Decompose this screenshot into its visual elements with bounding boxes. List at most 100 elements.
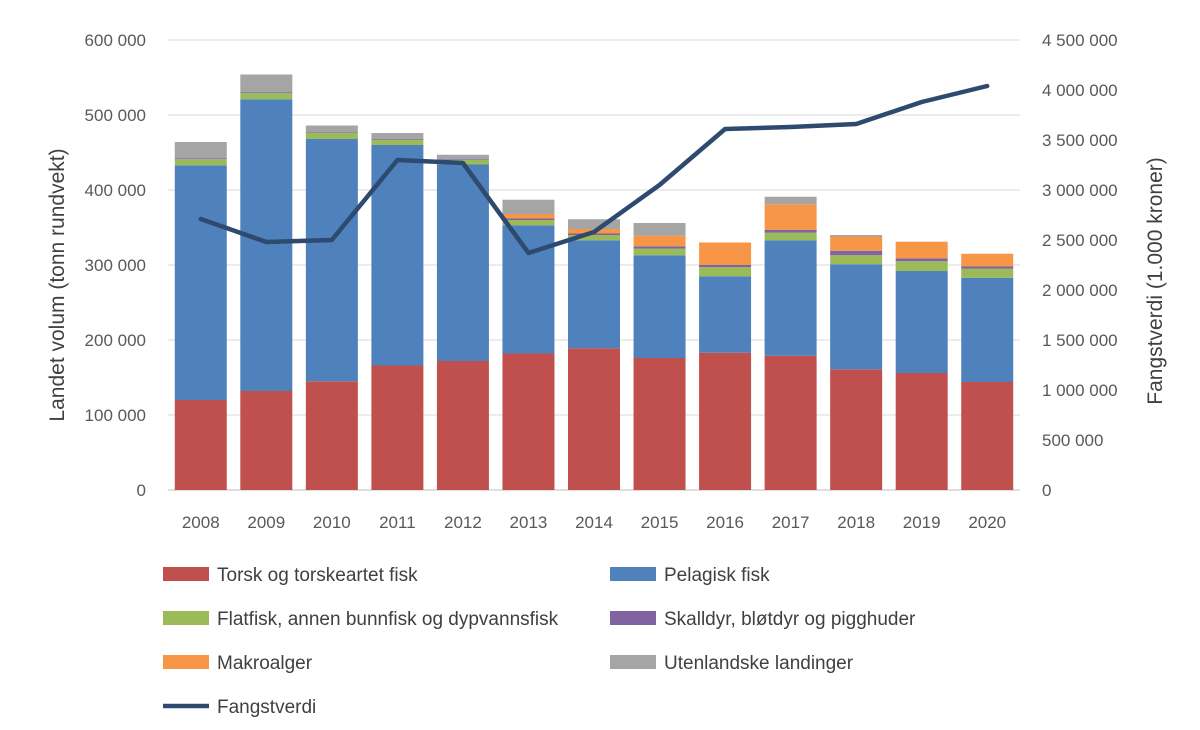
bar-torsk-og-torskeartet-fisk-2020	[961, 382, 1014, 490]
legend: Torsk og torskeartet fisk Pelagisk fisk Fl…	[163, 565, 916, 718]
bar-torsk-og-torskeartet-fisk-2014	[568, 348, 620, 490]
bar-skalldyr-blotdyr-og-pigghuder-2016	[699, 265, 752, 268]
bar-skalldyr-blotdyr-og-pigghuder-2010	[305, 132, 358, 133]
bar-flatfisk-annen-bunnfisk-og-dypvannsfisk-2015	[633, 248, 686, 256]
legend-item-skalldyr-blotdyr-og-pigghuder: Skalldyr, bløtdyr og pigghuder	[610, 609, 916, 630]
bar-makroalger-2015	[633, 235, 686, 247]
bar-flatfisk-annen-bunnfisk-og-dypvannsfisk-2010	[305, 133, 358, 139]
x-tick-label: 2013	[510, 513, 548, 532]
bar-skalldyr-blotdyr-og-pigghuder-2018	[830, 250, 883, 256]
axes: 0 100 000 200 000 300 000 400 000 500 000 600 …	[46, 31, 1167, 532]
bar-flatfisk-annen-bunnfisk-og-dypvannsfisk-2009	[240, 93, 293, 100]
line-fangstverdi	[198, 83, 990, 256]
bar-skalldyr-blotdyr-og-pigghuder-2011	[371, 139, 424, 140]
bar-flatfisk-annen-bunnfisk-og-dypvannsfisk-2017	[764, 232, 817, 241]
y-tick-label: 400 000	[85, 181, 146, 200]
y-tick-label: 100 000	[85, 406, 146, 425]
legend-label: Fangstverdi	[217, 697, 316, 718]
legend-label: Pelagisk fisk	[664, 565, 770, 586]
bar-torsk-og-torskeartet-fisk-2018	[830, 369, 883, 490]
bar-pelagisk-fisk-2011	[371, 145, 424, 366]
bar-pelagisk-fisk-2018	[830, 264, 883, 370]
bar-skalldyr-blotdyr-og-pigghuder-2008	[174, 158, 227, 160]
bar-utenlandske-landinger-2015	[633, 223, 686, 236]
bar-utenlandske-landinger-2018	[830, 235, 883, 237]
legend-swatch	[610, 655, 656, 669]
y-axis-title: Landet volum (tonn rundvekt)	[46, 148, 69, 421]
legend-item-flatfisk-annen-bunnfisk-og-dypvannsfisk: Flatfisk, annen bunnfisk og dypvannsfisk	[163, 609, 559, 630]
x-tick-label: 2018	[837, 513, 875, 532]
bar-makroalger-2018	[830, 236, 883, 251]
bar-pelagisk-fisk-2017	[764, 240, 817, 356]
bar-skalldyr-blotdyr-og-pigghuder-2012	[436, 159, 489, 160]
bar-pelagisk-fisk-2020	[961, 277, 1014, 382]
bar-skalldyr-blotdyr-og-pigghuder-2009	[240, 92, 293, 94]
bar-torsk-og-torskeartet-fisk-2012	[436, 361, 489, 490]
y2-tick-label: 4 000 000	[1042, 81, 1118, 100]
fangstverdi-line-group	[198, 83, 990, 256]
bar-skalldyr-blotdyr-og-pigghuder-2013	[502, 218, 555, 220]
y-tick-label: 200 000	[85, 331, 146, 350]
y2-tick-label: 500 000	[1042, 431, 1103, 450]
bar-utenlandske-landinger-2017	[764, 196, 817, 205]
bar-utenlandske-landinger-2014	[568, 219, 620, 229]
x-tick-label: 2019	[903, 513, 941, 532]
y2-tick-label: 3 500 000	[1042, 131, 1118, 150]
legend-label: Makroalger	[217, 653, 313, 674]
bar-skalldyr-blotdyr-og-pigghuder-2017	[764, 229, 817, 233]
legend-label: Flatfisk, annen bunnfisk og dypvannsfisk	[217, 609, 559, 630]
x-tick-label: 2016	[706, 513, 744, 532]
x-tick-label: 2009	[247, 513, 285, 532]
y2-tick-label: 4 500 000	[1042, 31, 1118, 50]
x-tick-label: 2008	[182, 513, 220, 532]
legend-label: Torsk og torskeartet fisk	[217, 565, 418, 586]
bar-pelagisk-fisk-2009	[240, 99, 293, 391]
bar-flatfisk-annen-bunnfisk-og-dypvannsfisk-2014	[568, 235, 620, 241]
legend-swatch	[163, 611, 209, 625]
y2-tick-label: 1 000 000	[1042, 381, 1118, 400]
x-tick-label: 2010	[313, 513, 351, 532]
bar-flatfisk-annen-bunnfisk-og-dypvannsfisk-2018	[830, 255, 883, 265]
bar-utenlandske-landinger-2012	[436, 154, 489, 160]
y2-tick-label: 2 500 000	[1042, 231, 1118, 250]
bar-utenlandske-landinger-2009	[240, 74, 293, 93]
legend-item-torsk-og-torskeartet-fisk: Torsk og torskeartet fisk	[163, 565, 418, 586]
y2-axis-title: Fangstverdi (1.000 kroner)	[1144, 157, 1167, 404]
bar-torsk-og-torskeartet-fisk-2008	[174, 400, 227, 490]
stacked-bars	[174, 74, 1014, 490]
bar-flatfisk-annen-bunnfisk-og-dypvannsfisk-2019	[895, 261, 948, 271]
bar-torsk-og-torskeartet-fisk-2013	[502, 353, 555, 490]
bar-torsk-og-torskeartet-fisk-2011	[371, 365, 424, 490]
legend-swatch	[610, 567, 656, 581]
legend-label: Skalldyr, bløtdyr og pigghuder	[664, 609, 916, 630]
y2-tick-label: 3 000 000	[1042, 181, 1118, 200]
legend-item-makroalger: Makroalger	[163, 653, 313, 674]
legend-swatch	[163, 655, 209, 669]
y2-tick-label: 0	[1042, 481, 1051, 500]
bar-makroalger-2019	[895, 241, 948, 259]
legend-swatch	[163, 567, 209, 581]
bar-flatfisk-annen-bunnfisk-og-dypvannsfisk-2020	[961, 268, 1014, 278]
bar-pelagisk-fisk-2008	[174, 165, 227, 400]
bar-torsk-og-torskeartet-fisk-2009	[240, 391, 293, 490]
bar-pelagisk-fisk-2013	[502, 225, 555, 354]
bar-pelagisk-fisk-2016	[699, 276, 752, 353]
y2-tick-label: 1 500 000	[1042, 331, 1118, 350]
x-tick-label: 2011	[379, 513, 416, 532]
bar-torsk-og-torskeartet-fisk-2010	[305, 381, 358, 490]
bar-pelagisk-fisk-2014	[568, 240, 620, 349]
bar-flatfisk-annen-bunnfisk-og-dypvannsfisk-2008	[174, 159, 227, 166]
bar-pelagisk-fisk-2015	[633, 255, 686, 358]
bar-pelagisk-fisk-2019	[895, 271, 948, 373]
bar-pelagisk-fisk-2010	[305, 139, 358, 382]
x-tick-label: 2015	[641, 513, 679, 532]
bar-makroalger-2020	[961, 253, 1014, 267]
legend-item-fangstverdi: Fangstverdi	[163, 697, 316, 718]
legend-item-utenlandske-landinger: Utenlandske landinger	[610, 653, 854, 674]
bar-torsk-og-torskeartet-fisk-2017	[764, 355, 817, 490]
bar-utenlandske-landinger-2011	[371, 133, 424, 139]
x-tick-label: 2017	[772, 513, 810, 532]
bar-utenlandske-landinger-2013	[502, 199, 555, 214]
bar-flatfisk-annen-bunnfisk-og-dypvannsfisk-2016	[699, 267, 752, 277]
